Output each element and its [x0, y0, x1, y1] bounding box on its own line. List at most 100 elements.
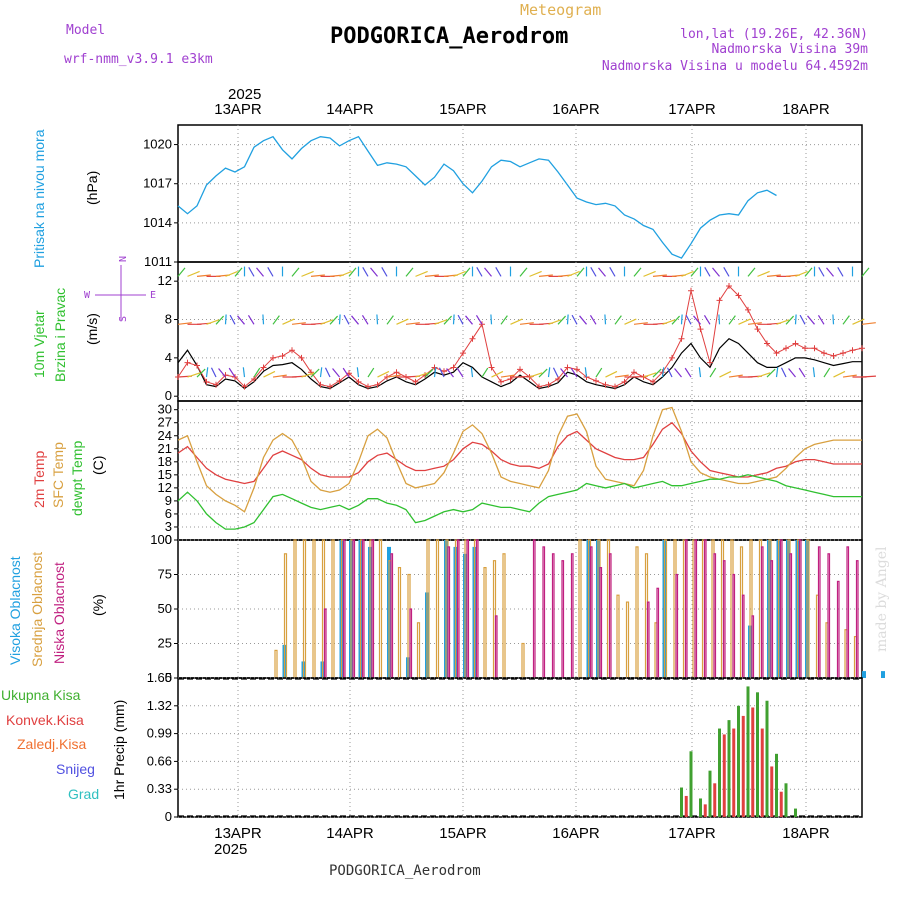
- wind-arrow: [709, 367, 717, 378]
- wind-arrow: [799, 314, 806, 325]
- legend-total-rain: Ukupna Kisa: [1, 687, 81, 703]
- wind-arrow: [624, 318, 637, 325]
- legend-freezing-rain: Zaledj.Kisa: [17, 736, 86, 752]
- cloud-low-bar: [361, 539, 365, 679]
- wind-arrow: [690, 267, 699, 277]
- cloud-mid-bar: [483, 566, 487, 679]
- wind-gust-marker: [678, 335, 685, 342]
- wind-arrow: [837, 266, 844, 277]
- cloud-mid-bar: [416, 622, 421, 679]
- cloud-low-bar: [599, 566, 603, 679]
- y-tick-label: 18: [158, 454, 172, 469]
- y-tick-label: 1.65: [147, 670, 172, 685]
- wind-arrow: [680, 314, 683, 325]
- cloud-mid-bar: [397, 566, 402, 679]
- cloud-high-bar: [862, 671, 866, 678]
- y-tick-label: 1.32: [147, 698, 172, 713]
- wind-gust-marker: [792, 340, 799, 347]
- y-tick-label: 0.33: [147, 781, 172, 796]
- ylabel-precip: 1hr Precip (mm): [111, 700, 127, 800]
- wind-gust-marker: [631, 369, 637, 376]
- wind-arrow: [798, 367, 806, 378]
- cloud-mid-bar: [302, 539, 307, 679]
- y-tick-label: 0: [165, 532, 172, 547]
- wind-arrow: [576, 267, 585, 277]
- precip-convective-bar: [703, 804, 707, 817]
- wind-arrow: [747, 267, 756, 277]
- wind-arrow: [267, 266, 274, 277]
- wind-arrow: [490, 314, 493, 325]
- wind-arrow: [291, 267, 300, 277]
- wind-arrow: [547, 367, 551, 378]
- cloud-mid-bar: [521, 642, 525, 679]
- wind-arrow: [548, 319, 562, 325]
- cloud-low-bar: [589, 546, 593, 679]
- wind-arrow: [228, 367, 236, 378]
- bottom-date-label: 18APR: [782, 825, 830, 842]
- ylabel-wind-1: 10m Vjetar: [31, 310, 47, 378]
- wind-arrow: [519, 322, 534, 325]
- cloud-low-bar: [561, 560, 565, 679]
- wind-arrow: [662, 319, 676, 325]
- wind-arrow: [519, 267, 528, 277]
- ylabel-cloud-low: Niska Oblacnost: [51, 562, 67, 664]
- wind-gust-marker: [830, 352, 837, 359]
- ylabel-cloud-high: Visoka Oblacnost: [7, 556, 23, 665]
- y-tick-label: 21: [158, 441, 172, 456]
- panel-precipitation: 0 0.33 0.66 0.99 1.32 1.65: [147, 670, 863, 824]
- wind-arrow: [225, 270, 238, 277]
- wind-arrow: [842, 374, 857, 378]
- wind-arrow: [272, 374, 287, 378]
- wind-arrow: [738, 318, 751, 325]
- wind-arrow: [386, 315, 394, 325]
- legend-snow: Snijeg: [56, 761, 95, 777]
- wind-gust-marker: [298, 354, 305, 361]
- wind-gust-marker: [374, 381, 381, 388]
- wind-arrow: [560, 368, 568, 378]
- wind-gust-marker: [355, 378, 362, 385]
- wind-arrow: [210, 367, 217, 378]
- wind-arrow: [567, 270, 580, 277]
- top-date-label: 14APR: [326, 101, 374, 118]
- cloud-low-bar: [760, 546, 764, 679]
- wind-arrow: [538, 274, 553, 277]
- wind-arrow: [470, 367, 474, 378]
- cloud-low-bar: [703, 539, 707, 679]
- wind-gust-marker: [393, 369, 400, 376]
- wind-arrow: [348, 267, 357, 277]
- model-elevation: Nadmorska Visina u modelu 64.4592m: [602, 59, 868, 74]
- top-date-label: 15APR: [439, 101, 487, 118]
- wind-arrow: [386, 374, 401, 378]
- wind-arrow: [571, 314, 578, 325]
- precip-total-bar: [689, 751, 693, 817]
- y-tick-label: 1014: [143, 215, 172, 230]
- y-tick-label: 8: [165, 312, 172, 327]
- bottom-date-label: 17APR: [668, 825, 716, 842]
- wind-arrow: [604, 314, 607, 325]
- wind-arrow: [452, 314, 455, 325]
- wind-arrow: [557, 315, 567, 325]
- precip-convective-bar: [751, 707, 755, 817]
- wind-gust-marker: [612, 383, 618, 390]
- wind-arrow: [794, 314, 797, 325]
- wind-gust-marker: [621, 378, 628, 385]
- wind-arrow: [462, 267, 471, 277]
- dewpoint-line: [177, 474, 862, 530]
- wind-gust-marker: [859, 345, 865, 352]
- wind-arrow: [671, 315, 681, 325]
- wind-arrow: [807, 315, 815, 325]
- wind-arrow: [319, 367, 323, 378]
- wind-gust-marker: [441, 368, 447, 375]
- wind-gust-marker: [488, 364, 495, 371]
- wind-arrow: [177, 322, 192, 325]
- wind-arrow: [367, 367, 375, 378]
- wind-gust-marker: [650, 378, 656, 385]
- wind-arrow: [852, 318, 865, 325]
- precip-convective-bar: [770, 766, 774, 817]
- precip-total-bar: [727, 720, 731, 817]
- cloud-low-bar: [789, 553, 793, 679]
- wind-arrow: [237, 315, 245, 325]
- top-year: 2025: [228, 86, 261, 103]
- wind-arrow: [552, 367, 559, 378]
